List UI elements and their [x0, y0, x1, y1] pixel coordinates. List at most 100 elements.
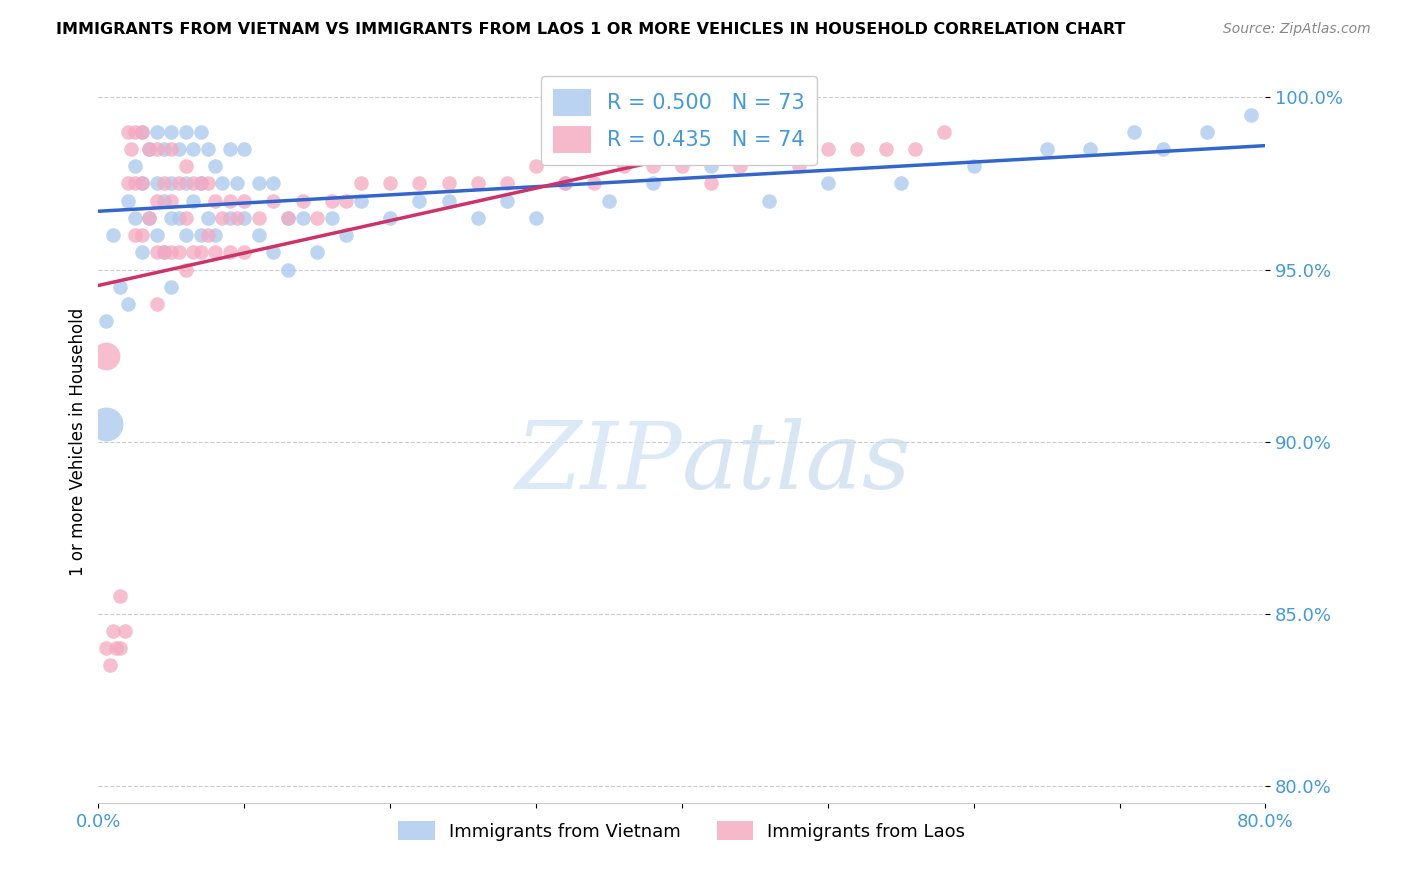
Point [700, 159, 723, 173]
Point [408, 194, 430, 208]
Point [174, 228, 197, 243]
Point [153, 245, 176, 260]
Point [160, 194, 183, 208]
Point [197, 228, 219, 243]
Point [190, 228, 212, 243]
Point [131, 245, 153, 260]
Point [101, 228, 124, 243]
Point [146, 228, 169, 243]
Point [962, 159, 984, 173]
Point [1080, 142, 1102, 156]
Point [233, 245, 256, 260]
Point [204, 194, 226, 208]
Point [181, 245, 204, 260]
Point [138, 142, 160, 156]
Point [131, 125, 153, 139]
Point [247, 228, 270, 243]
Point [758, 142, 780, 156]
Point [146, 194, 169, 208]
Point [190, 125, 212, 139]
Point [211, 177, 233, 191]
Point [233, 211, 256, 225]
Point [167, 177, 190, 191]
Point [700, 177, 723, 191]
Point [380, 177, 402, 191]
Point [671, 159, 693, 173]
Point [120, 142, 142, 156]
Point [291, 194, 314, 208]
Text: ZIP: ZIP [515, 418, 682, 508]
Point [204, 228, 226, 243]
Point [1035, 142, 1057, 156]
Point [247, 211, 270, 225]
Text: atlas: atlas [682, 418, 911, 508]
Point [153, 245, 176, 260]
Point [197, 177, 219, 191]
Point [211, 211, 233, 225]
Point [1240, 108, 1263, 122]
Point [160, 245, 183, 260]
Point [167, 245, 190, 260]
Point [124, 211, 146, 225]
Point [1195, 125, 1218, 139]
Point [524, 159, 547, 173]
Point [307, 245, 329, 260]
Point [496, 194, 519, 208]
Point [131, 177, 153, 191]
Point [875, 142, 897, 156]
Point [174, 177, 197, 191]
Point [110, 279, 132, 293]
Point [641, 159, 664, 173]
Point [612, 159, 634, 173]
Point [138, 142, 160, 156]
Point [641, 177, 664, 191]
Point [174, 159, 197, 173]
Point [94, 640, 117, 655]
Point [730, 159, 752, 173]
Point [335, 228, 357, 243]
Point [146, 245, 169, 260]
Point [160, 177, 183, 191]
Point [335, 194, 357, 208]
Point [307, 211, 329, 225]
Point [153, 177, 176, 191]
Text: Source: ZipAtlas.com: Source: ZipAtlas.com [1223, 22, 1371, 37]
Point [233, 194, 256, 208]
Point [277, 211, 299, 225]
Point [218, 142, 240, 156]
Point [124, 228, 146, 243]
Point [262, 177, 284, 191]
Point [437, 177, 460, 191]
Point [233, 142, 256, 156]
Point [758, 194, 780, 208]
Point [321, 194, 343, 208]
Point [524, 211, 547, 225]
Point [124, 125, 146, 139]
Point [583, 177, 606, 191]
Point [146, 177, 169, 191]
Point [167, 211, 190, 225]
Point [218, 194, 240, 208]
Point [104, 640, 127, 655]
Point [160, 125, 183, 139]
Point [247, 177, 270, 191]
Point [380, 211, 402, 225]
Point [598, 194, 620, 208]
Point [101, 624, 124, 638]
Point [1123, 125, 1146, 139]
Point [146, 297, 169, 311]
Point [124, 177, 146, 191]
Point [262, 194, 284, 208]
Point [437, 194, 460, 208]
Point [138, 211, 160, 225]
Point [190, 177, 212, 191]
Point [226, 177, 249, 191]
Point [190, 177, 212, 191]
Point [94, 349, 117, 363]
Point [496, 177, 519, 191]
Point [262, 245, 284, 260]
Point [846, 142, 869, 156]
Point [117, 194, 139, 208]
Point [321, 211, 343, 225]
Point [124, 159, 146, 173]
